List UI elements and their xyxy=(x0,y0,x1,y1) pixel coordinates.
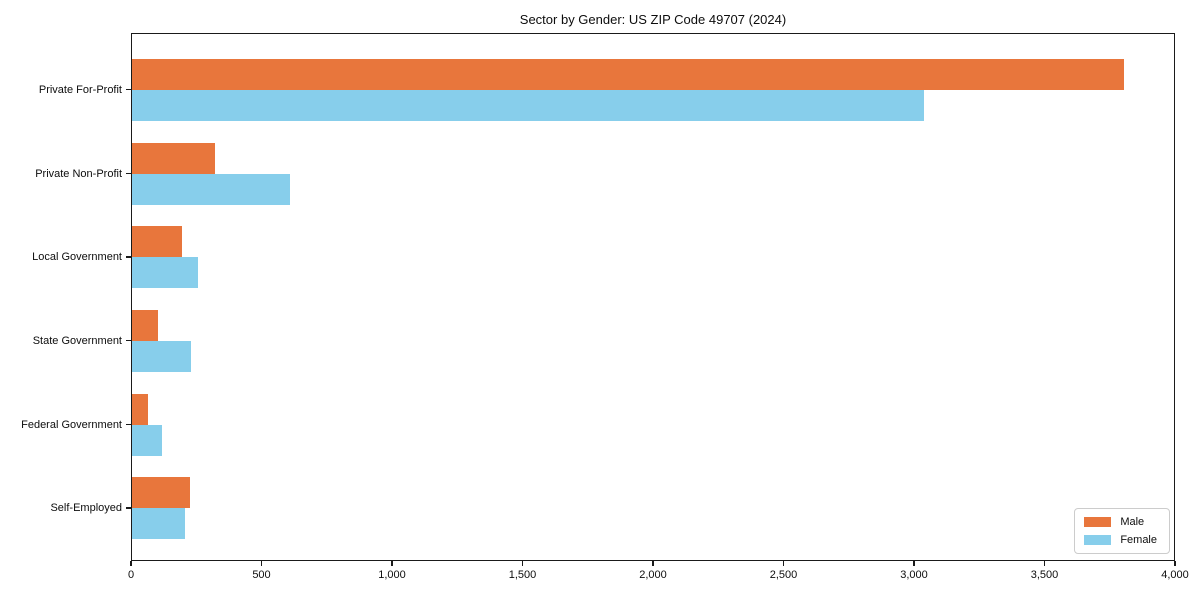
y-tick-mark-self-employed xyxy=(126,507,131,509)
y-tick-mark-private-for-profit xyxy=(126,89,131,91)
y-tick-label-federal-government: Federal Government xyxy=(21,418,122,431)
bar-female-self-employed xyxy=(132,508,185,540)
bar-male-local-government xyxy=(132,226,182,258)
x-tick-label-1500: 1,500 xyxy=(508,569,537,581)
x-tick-label-2000: 2,000 xyxy=(639,569,667,581)
y-tick-mark-private-non-profit xyxy=(126,172,131,175)
y-tick-label-self-employed: Self-Employed xyxy=(50,502,122,515)
x-tick-mark-2500 xyxy=(782,561,785,566)
y-tick-mark-state-government xyxy=(126,339,131,342)
bar-female-state-government xyxy=(132,340,192,372)
x-tick-label-4000: 4,000 xyxy=(1161,569,1189,581)
legend: Male Female xyxy=(1074,508,1170,554)
x-tick-mark-1500 xyxy=(521,561,524,566)
y-tick-label-private-for-profit: Private For-Profit xyxy=(38,84,122,96)
bar-female-federal-government xyxy=(132,424,163,456)
y-tick-label-state-government: State Government xyxy=(32,334,122,347)
bar-male-self-employed xyxy=(132,477,190,509)
bar-female-private-non-profit xyxy=(132,173,291,205)
x-tick-label-3000: 3,000 xyxy=(900,569,928,581)
chart-title: Sector by Gender: US ZIP Code 49707 (202… xyxy=(519,12,787,27)
bar-male-private-non-profit xyxy=(132,142,215,174)
x-tick-label-2500: 2,500 xyxy=(769,569,798,581)
x-tick-label-500: 500 xyxy=(252,569,271,581)
x-tick-label-3500: 3,500 xyxy=(1030,569,1059,581)
x-tick-mark-500 xyxy=(260,561,263,566)
x-tick-label-0: 0 xyxy=(127,569,135,581)
plot-area xyxy=(131,33,1175,561)
x-tick-mark-4000 xyxy=(1174,561,1176,566)
y-tick-label-private-non-profit: Private Non-Profit xyxy=(35,167,122,180)
y-tick-mark-federal-government xyxy=(126,423,131,426)
y-tick-mark-local-government xyxy=(126,256,131,258)
bar-male-private-for-profit xyxy=(132,59,1125,90)
bar-male-state-government xyxy=(132,309,159,341)
bar-male-federal-government xyxy=(132,393,148,425)
legend-label-female: Female xyxy=(1120,534,1157,546)
x-tick-mark-3000 xyxy=(913,561,915,566)
legend-entry-male: Male xyxy=(1084,516,1157,528)
x-tick-mark-3500 xyxy=(1043,561,1046,566)
x-tick-mark-2000 xyxy=(652,561,654,566)
legend-swatch-female xyxy=(1084,535,1112,545)
y-tick-label-local-government: Local Government xyxy=(32,251,122,264)
x-tick-label-1000: 1,000 xyxy=(378,569,406,581)
legend-swatch-male xyxy=(1084,517,1112,527)
legend-label-male: Male xyxy=(1120,516,1145,528)
bar-female-private-for-profit xyxy=(132,90,925,121)
x-tick-mark-0 xyxy=(130,561,132,566)
legend-entry-female: Female xyxy=(1084,534,1157,546)
bar-female-local-government xyxy=(132,257,198,289)
x-tick-mark-1000 xyxy=(391,561,393,566)
